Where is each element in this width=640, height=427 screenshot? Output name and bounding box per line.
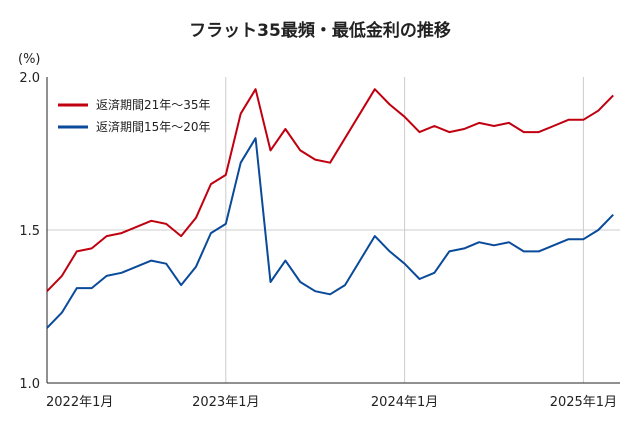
x-tick-label: 2022年1月 [46, 395, 113, 410]
y-tick-label: 1.0 [19, 377, 40, 392]
legend-label-2: 返済期間15年〜20年 [96, 119, 211, 134]
series-line-1 [46, 88, 614, 292]
chart-title: フラット35最頻・最低金利の推移 [189, 21, 451, 41]
x-tick-label: 2025年1月 [550, 395, 617, 410]
y-tick-label: 2.0 [19, 71, 40, 86]
series-line-2 [46, 137, 614, 329]
grid-layer [47, 77, 620, 383]
x-tick-label: 2023年1月 [192, 395, 259, 410]
x-tick-label: 2024年1月 [371, 395, 438, 410]
axis-layer: 1.0 1.5 2.0 2022年1月 2023年1月 2024年1月 2025年1月 [19, 71, 620, 410]
y-axis-unit-label: (%) [18, 52, 41, 67]
series-layer [46, 88, 614, 329]
y-tick-label: 1.5 [19, 224, 40, 239]
legend-label-1: 返済期間21年〜35年 [96, 97, 211, 112]
